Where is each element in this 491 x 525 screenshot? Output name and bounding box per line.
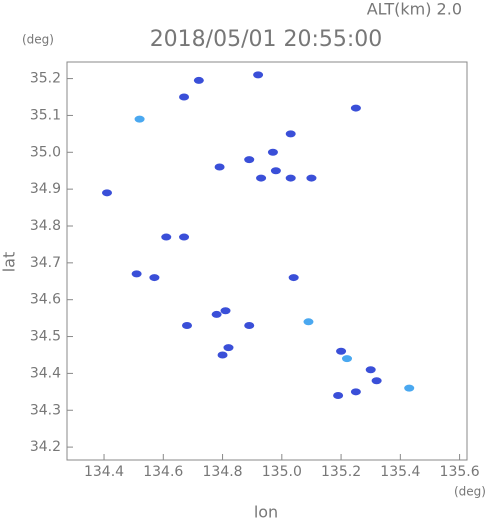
echo-cell	[244, 156, 255, 164]
echo-cell	[182, 321, 192, 329]
echo-cell	[244, 321, 255, 329]
echo-cell	[285, 130, 296, 138]
echo-cell	[342, 355, 352, 363]
y-tick-label: 34.4	[30, 365, 61, 381]
y-tick-label: 35.2	[30, 71, 61, 87]
echo-cell	[149, 274, 160, 282]
echo-cell	[333, 392, 344, 400]
echo-cell	[288, 274, 299, 282]
x-tick-label: 135.0	[262, 464, 302, 480]
y-tick-label: 35.1	[30, 107, 61, 123]
echo-cell	[179, 93, 190, 101]
plot-frame	[66, 61, 468, 461]
echo-cell	[306, 174, 317, 182]
echo-cell	[179, 233, 190, 241]
echo-cell	[102, 189, 112, 197]
y-tick-label: 34.7	[30, 255, 61, 271]
x-tick-label: 135.6	[440, 464, 480, 480]
x-tick-label: 135.2	[321, 464, 361, 480]
echo-cell	[256, 174, 267, 182]
echo-cell	[161, 233, 172, 241]
echo-cell	[267, 148, 278, 156]
echo-cell	[303, 318, 314, 326]
chart-title: 2018/05/01 20:55:00	[150, 27, 383, 52]
y-tick-label: 34.3	[30, 402, 61, 418]
y-tick-label: 34.9	[30, 181, 61, 197]
echo-cell	[365, 366, 376, 374]
echo-cell	[223, 344, 234, 352]
y-axis-label: lat	[0, 252, 19, 273]
y-tick-label: 34.2	[30, 439, 61, 455]
x-tick-label: 134.4	[84, 464, 124, 480]
x-tick-label: 134.6	[143, 464, 183, 480]
x-tick-label: 135.4	[380, 464, 420, 480]
echo-cell	[193, 76, 204, 84]
echo-cell	[134, 115, 145, 123]
x-unit: (deg)	[454, 485, 486, 499]
y-unit: (deg)	[22, 33, 54, 47]
echo-cell	[350, 388, 361, 396]
altitude-label: ALT(km) 2.0	[367, 0, 462, 19]
y-tick-label: 35.0	[30, 144, 61, 160]
echo-cell	[285, 174, 296, 182]
echo-cell	[220, 307, 231, 315]
echo-cell	[214, 163, 225, 171]
x-axis-label: lon	[254, 503, 278, 522]
echo-cell	[253, 71, 264, 79]
echo-cell	[131, 270, 142, 278]
echo-cell	[217, 351, 228, 359]
y-tick-label: 34.8	[30, 218, 61, 234]
echo-cell	[270, 167, 281, 175]
echo-cell	[371, 377, 382, 385]
echo-cell	[211, 310, 222, 318]
y-tick-label: 34.6	[30, 292, 61, 308]
echo-cell	[336, 347, 347, 355]
echo-cell	[350, 104, 361, 112]
x-tick-label: 134.8	[203, 464, 243, 480]
echo-cell	[404, 384, 415, 392]
y-tick-label: 34.5	[30, 329, 61, 345]
